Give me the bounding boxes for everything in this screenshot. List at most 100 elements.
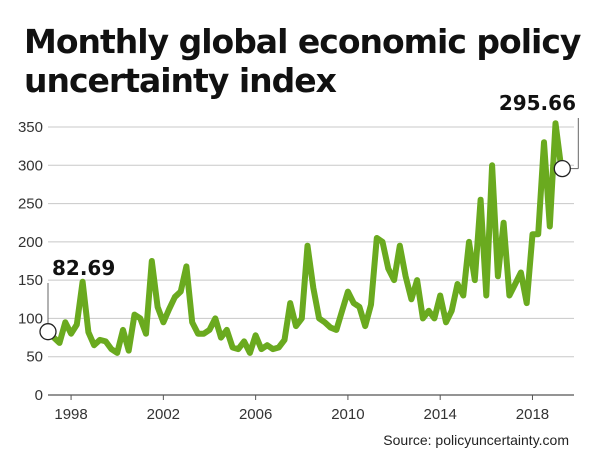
x-tick-label: 2010: [331, 406, 364, 423]
data-point: [548, 225, 552, 229]
data-point: [479, 198, 483, 202]
data-point: [63, 320, 67, 324]
y-tick-label: 100: [18, 310, 43, 327]
data-point: [225, 328, 229, 332]
data-point: [254, 333, 258, 337]
data-point: [421, 316, 425, 320]
data-point: [329, 326, 333, 330]
data-point: [363, 324, 367, 328]
data-point: [438, 293, 442, 297]
data-point: [352, 301, 356, 305]
data-point: [467, 240, 471, 244]
data-point: [300, 316, 304, 320]
callout-label: 295.66: [499, 91, 576, 115]
data-point: [461, 293, 465, 297]
data-point: [392, 278, 396, 282]
data-point: [432, 316, 436, 320]
data-point: [375, 236, 379, 240]
data-point: [490, 163, 494, 167]
y-tick-label: 250: [18, 196, 43, 213]
data-point: [455, 282, 459, 286]
data-point: [196, 332, 200, 336]
data-point: [536, 232, 540, 236]
x-tick-label: 2018: [516, 406, 549, 423]
data-point: [519, 270, 523, 274]
data-point: [179, 290, 183, 294]
x-tick-label: 2002: [147, 406, 180, 423]
data-point: [317, 316, 321, 320]
data-point: [507, 293, 511, 297]
x-tick-label: 2014: [424, 406, 457, 423]
y-axis-ticks: 0 50 100 150 200 250 300 350: [18, 119, 43, 404]
callout-marker: [553, 159, 571, 178]
data-point: [502, 221, 506, 225]
annotations-layer: 82.69 295.66: [39, 91, 579, 341]
data-point: [409, 297, 413, 301]
data-point: [265, 343, 269, 347]
data-point: [58, 341, 62, 345]
callout-marker: [39, 323, 57, 341]
data-point: [109, 347, 113, 351]
data-point: [236, 347, 240, 351]
data-point: [115, 351, 119, 355]
series-layer: [45, 120, 565, 356]
y-tick-label: 200: [18, 234, 43, 251]
data-point: [381, 240, 385, 244]
data-point: [369, 303, 373, 307]
series-line: [45, 120, 565, 356]
data-point: [202, 332, 206, 336]
chart-title: Monthly global economic policy uncertain…: [24, 22, 581, 100]
data-point: [127, 349, 131, 353]
data-point: [444, 320, 448, 324]
data-point: [496, 274, 500, 278]
data-point: [156, 305, 160, 309]
data-point: [340, 309, 344, 313]
y-tick-label: 50: [26, 349, 43, 366]
data-point: [213, 316, 217, 320]
data-point: [288, 301, 292, 305]
x-tick-label: 1998: [54, 406, 87, 423]
y-tick-label: 0: [35, 387, 43, 404]
data-point: [311, 286, 315, 290]
data-point: [525, 301, 529, 305]
data-point: [282, 338, 286, 342]
y-tick-label: 350: [18, 119, 43, 136]
data-point: [513, 282, 517, 286]
data-point: [190, 320, 194, 324]
data-point: [231, 346, 235, 350]
data-point: [530, 232, 534, 236]
data-point: [75, 323, 79, 327]
data-point: [121, 328, 125, 332]
x-tick-label: 2006: [239, 406, 272, 423]
data-point: [81, 280, 85, 284]
data-point: [150, 259, 154, 263]
data-point: [69, 332, 73, 336]
data-point: [542, 140, 546, 144]
data-point: [133, 313, 137, 317]
y-tick-label: 150: [18, 272, 43, 289]
data-point: [415, 278, 419, 282]
data-point: [386, 267, 390, 271]
data-point: [450, 309, 454, 313]
data-point: [161, 320, 165, 324]
data-point: [207, 328, 211, 332]
data-point: [357, 305, 361, 309]
data-point: [173, 295, 177, 299]
data-point: [473, 278, 477, 282]
data-point: [104, 339, 108, 343]
data-point: [271, 347, 275, 351]
data-point: [144, 332, 148, 336]
y-tick-label: 300: [18, 157, 43, 174]
data-point: [98, 338, 102, 342]
data-point: [92, 343, 96, 347]
data-point: [554, 121, 558, 125]
data-point: [323, 320, 327, 324]
source-note: Source: policyuncertainty.com: [383, 432, 569, 448]
data-point: [138, 316, 142, 320]
data-point: [398, 244, 402, 248]
data-point: [404, 274, 408, 278]
data-point: [306, 244, 310, 248]
data-point: [334, 328, 338, 332]
data-point: [259, 347, 263, 351]
